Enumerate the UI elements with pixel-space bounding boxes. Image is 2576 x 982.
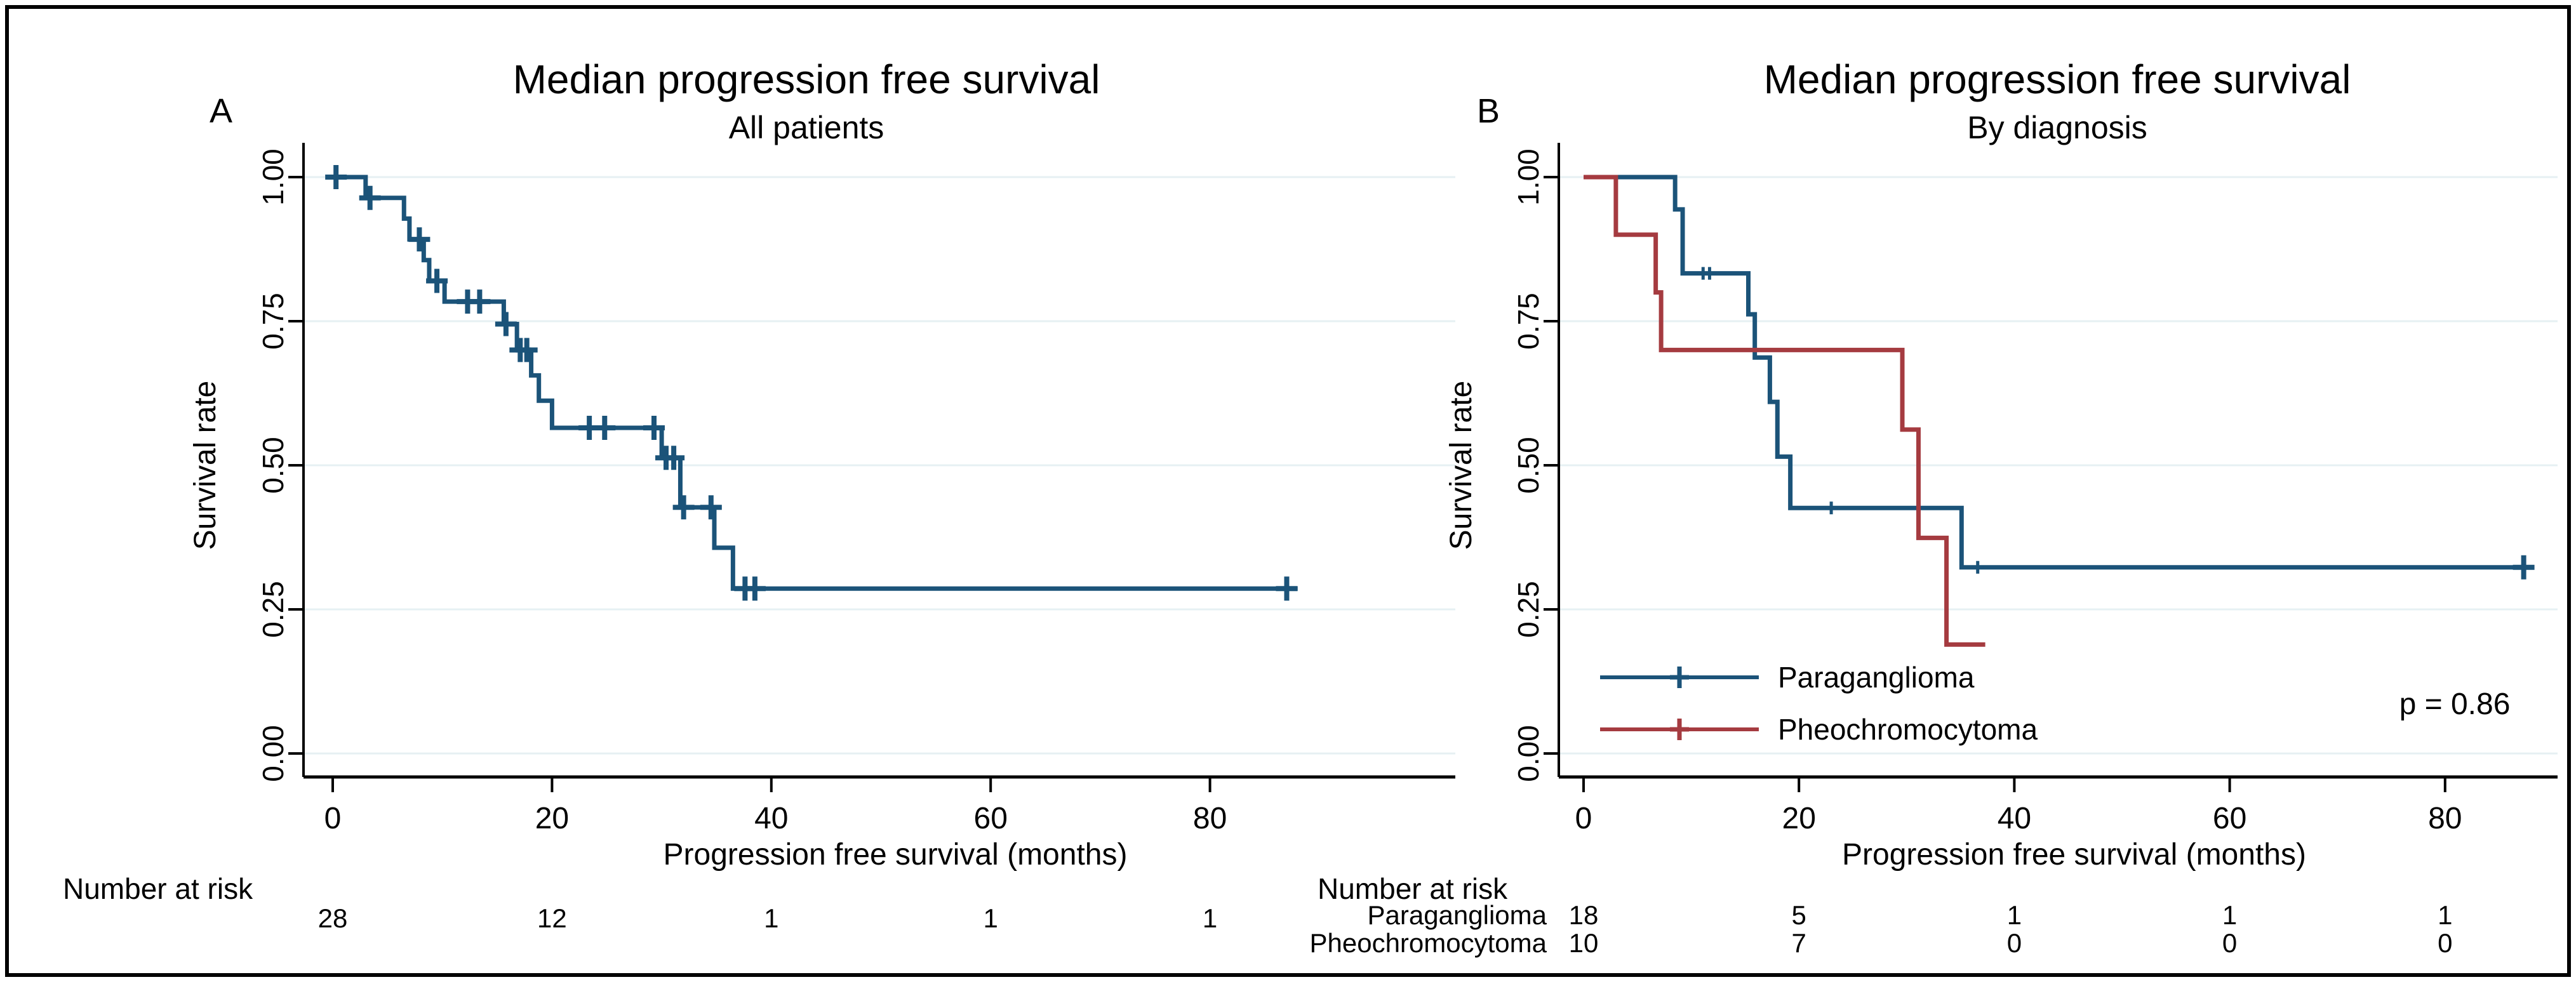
panel-a-letter: A [210,92,233,130]
y-tick-label: 0.50 [1512,437,1545,494]
panel-b: 0.00 0.25 0.50 0.75 1.00 Survival rate 0 20 40 60… [1445,143,2558,872]
x-tick-label: 20 [535,802,569,835]
legend-label: Pheochromocytoma [1778,713,2038,746]
y-tick-label: 0.25 [1512,581,1545,638]
legend-label: Paraganglioma [1778,661,1975,694]
x-axis-title: Progression free survival (months) [664,838,1128,872]
y-tick-label: 0.00 [1512,725,1545,782]
panel-a-subtitle: All patients [728,110,884,145]
x-tick-label: 0 [324,802,342,835]
panel-b-letter: B [1477,92,1500,130]
x-tick-label: 0 [1575,802,1592,835]
x-tick-label: 40 [754,802,788,835]
km-curve-paraganglioma [1584,175,2532,570]
y-tick-label: 0.00 [257,725,290,782]
y-tick-label: 0.75 [257,293,290,350]
y-tick-label: 0.25 [257,581,290,638]
y-tick-label: 1.00 [257,149,290,206]
x-tick-label: 60 [2213,802,2246,835]
panel-a-title: Median progression free survival [512,56,1100,102]
y-axis-title: Survival rate [1445,381,1478,550]
y-tick-label: 0.50 [257,437,290,494]
x-tick-label: 20 [1782,802,1816,835]
panel-a: 0.00 0.25 0.50 0.75 1.00 Survival rate 0 20 40 60… [189,143,1455,872]
x-tick-label: 80 [1193,802,1227,835]
y-tick-label: 0.75 [1512,293,1545,350]
x-axis-title: Progression free survival (months) [1842,838,2306,872]
x-tick-label: 60 [974,802,1008,835]
km-curve-all-patients [333,175,1298,591]
x-tick-label: 40 [1998,802,2031,835]
y-axis-title: Survival rate [189,381,222,550]
panel-b-subtitle: By diagnosis [1967,110,2147,145]
x-tick-label: 80 [2428,802,2462,835]
km-curve-pheochromocytoma [1584,175,1985,647]
y-tick-label: 1.00 [1512,149,1545,206]
p-value: p = 0.86 [2399,687,2511,721]
panel-b-title: Median progression free survival [1763,56,2351,102]
